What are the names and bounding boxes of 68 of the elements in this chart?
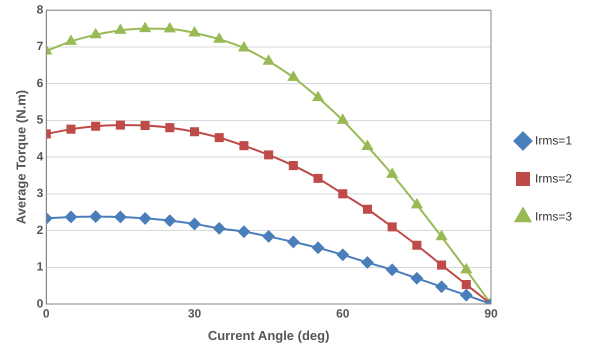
point	[238, 42, 250, 52]
point	[361, 256, 374, 268]
point	[66, 124, 76, 134]
point	[312, 242, 324, 254]
x-tick-label: 60	[336, 306, 350, 321]
y-tick-label: 2	[36, 222, 44, 237]
point	[164, 22, 176, 32]
point	[116, 120, 125, 130]
point	[386, 168, 398, 178]
point	[239, 141, 248, 150]
point	[189, 26, 200, 36]
point	[287, 236, 300, 248]
point	[64, 210, 77, 223]
y-tick-label: 8	[36, 2, 44, 17]
point	[412, 240, 422, 250]
point	[114, 210, 126, 223]
x-tick-label: 90	[484, 306, 498, 321]
point	[213, 222, 226, 234]
point	[214, 133, 224, 142]
y-tick-label: 6	[36, 76, 44, 90]
point	[362, 140, 373, 150]
point	[312, 92, 324, 102]
point	[288, 71, 299, 81]
point	[66, 35, 76, 45]
point	[115, 24, 126, 34]
y-tick-label: 5	[36, 112, 44, 127]
point	[436, 280, 448, 293]
y-tick-label: 7	[36, 39, 44, 54]
point	[338, 189, 348, 198]
point	[410, 272, 423, 284]
x-tick-label: 30	[188, 306, 202, 321]
x-axis-title: Current Angle (deg)	[208, 328, 330, 343]
point	[140, 22, 150, 32]
point	[386, 264, 398, 276]
point	[288, 161, 298, 170]
point	[139, 212, 152, 224]
legend-label: Irms=1	[534, 133, 572, 148]
point	[462, 280, 471, 290]
y-tick-label: 1	[36, 260, 44, 274]
point	[388, 222, 397, 232]
legend-label: Irms=2	[534, 171, 572, 186]
point	[90, 210, 102, 223]
point	[263, 55, 274, 65]
point	[188, 218, 201, 230]
point	[140, 120, 150, 130]
point	[190, 127, 200, 136]
point	[314, 174, 323, 183]
point	[91, 122, 100, 131]
point	[336, 248, 349, 261]
point	[90, 28, 102, 38]
point	[460, 264, 472, 274]
point	[264, 150, 274, 160]
point	[238, 226, 250, 238]
point	[164, 214, 176, 227]
y-tick-label: 4	[36, 149, 44, 164]
point	[460, 289, 472, 302]
y-tick-label: 3	[36, 186, 44, 200]
y-tick-label: 0	[36, 296, 44, 310]
point	[214, 33, 225, 43]
point	[437, 260, 446, 270]
point	[165, 123, 174, 132]
legend-label: Irms=3	[534, 209, 572, 224]
point	[412, 198, 422, 208]
y-axis-title: Average Torque (N.m)	[13, 90, 28, 224]
point	[436, 230, 447, 240]
point	[362, 204, 372, 214]
point	[262, 230, 275, 242]
point	[337, 114, 348, 124]
